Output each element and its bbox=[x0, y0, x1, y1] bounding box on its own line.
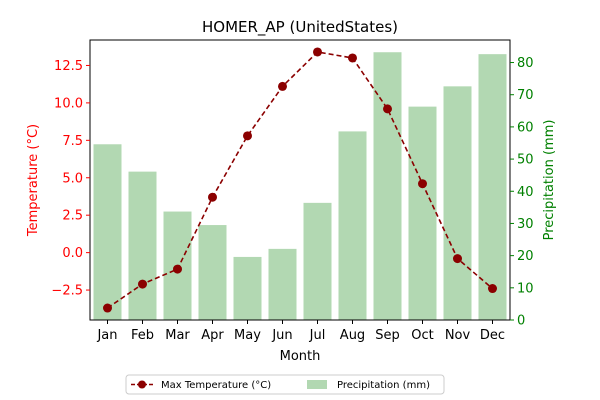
temperature-point-aug bbox=[348, 53, 357, 63]
legend: Max Temperature (°C) Precipitation (mm) bbox=[125, 374, 445, 395]
left-y-axis-label: Temperature (°C) bbox=[26, 124, 41, 237]
legend-box bbox=[125, 374, 445, 395]
right-y-tick-label: 0 bbox=[517, 314, 525, 329]
temperature-point-jan bbox=[103, 303, 112, 313]
right-y-tick-label: 10 bbox=[517, 281, 534, 296]
temperature-line-layer bbox=[103, 47, 497, 313]
temperature-point-dec bbox=[488, 284, 497, 294]
temperature-point-jul bbox=[313, 47, 322, 57]
x-tick-label: Dec bbox=[480, 328, 505, 343]
temperature-point-mar bbox=[173, 264, 182, 274]
x-tick-label: Jun bbox=[271, 328, 292, 343]
x-tick-label: Sep bbox=[375, 328, 400, 343]
x-tick-label: Jul bbox=[309, 328, 326, 343]
left-y-tick-label: −2.5 bbox=[51, 284, 83, 299]
temperature-point-may bbox=[243, 131, 252, 141]
plot-frame bbox=[89, 39, 511, 321]
x-tick-label: Apr bbox=[201, 328, 224, 343]
temperature-point-sep bbox=[383, 104, 392, 114]
temperature-line bbox=[107, 51, 494, 309]
legend-precipitation-swatch bbox=[307, 380, 327, 389]
right-y-tick-label: 60 bbox=[517, 120, 534, 135]
x-axis-ticks: Jan Feb Mar Apr May Jun Jul Aug Sep Oct Nov Dec bbox=[96, 320, 505, 343]
right-y-tick-label: 30 bbox=[517, 217, 534, 232]
temperature-point-nov bbox=[453, 254, 462, 264]
precipitation-bars bbox=[93, 52, 507, 321]
right-y-tick-label: 50 bbox=[517, 153, 534, 168]
precipitation-bar-aug bbox=[338, 131, 367, 320]
right-y-axis-label: Precipitation (mm) bbox=[542, 120, 557, 241]
x-tick-label: Oct bbox=[411, 328, 433, 343]
left-y-tick-label: 12.5 bbox=[54, 59, 83, 74]
x-tick-label: Aug bbox=[340, 328, 365, 343]
x-tick-label: Mar bbox=[165, 328, 190, 343]
x-tick-label: Feb bbox=[131, 328, 154, 343]
precipitation-bar-feb bbox=[128, 171, 157, 320]
precipitation-bar-oct bbox=[408, 106, 437, 320]
precipitation-bar-sep bbox=[373, 52, 402, 320]
left-y-tick-label: 5.0 bbox=[62, 171, 83, 186]
precipitation-bar-jan bbox=[93, 144, 122, 320]
legend-temperature-label: Max Temperature (°C) bbox=[161, 380, 271, 391]
left-y-tick-label: 10.0 bbox=[54, 96, 83, 111]
left-y-tick-label: 0.0 bbox=[62, 246, 83, 261]
x-tick-label: Jan bbox=[96, 328, 117, 343]
x-tick-label: Nov bbox=[445, 328, 471, 343]
precipitation-bar-apr bbox=[198, 225, 227, 320]
temperature-point-feb bbox=[138, 279, 147, 289]
left-y-tick-label: 7.5 bbox=[62, 134, 83, 149]
left-y-axis-ticks: −2.5 0.0 2.5 5.0 7.5 10.0 12.5 bbox=[51, 59, 90, 299]
right-y-tick-label: 40 bbox=[517, 185, 534, 200]
temperature-point-apr bbox=[208, 192, 217, 202]
precipitation-bar-jun bbox=[268, 248, 297, 320]
left-y-tick-label: 2.5 bbox=[62, 209, 83, 224]
precipitation-bar-nov bbox=[443, 86, 472, 321]
precipitation-bar-jul bbox=[303, 202, 332, 320]
right-y-tick-label: 70 bbox=[517, 88, 534, 103]
right-y-tick-label: 80 bbox=[517, 56, 534, 71]
legend-precipitation-label: Precipitation (mm) bbox=[337, 380, 430, 391]
right-y-tick-label: 20 bbox=[517, 249, 534, 264]
precipitation-bar-may bbox=[233, 256, 262, 320]
temperature-point-oct bbox=[418, 179, 427, 189]
chart-title: HOMER_AP (UnitedStates) bbox=[202, 18, 398, 37]
precipitation-bar-dec bbox=[478, 54, 507, 320]
x-tick-label: May bbox=[234, 328, 261, 343]
temperature-point-jun bbox=[278, 81, 287, 91]
legend-temperature-marker bbox=[138, 380, 146, 389]
x-axis-label: Month bbox=[280, 349, 321, 364]
right-y-axis-ticks: 0 10 20 30 40 50 60 70 80 bbox=[510, 56, 534, 329]
